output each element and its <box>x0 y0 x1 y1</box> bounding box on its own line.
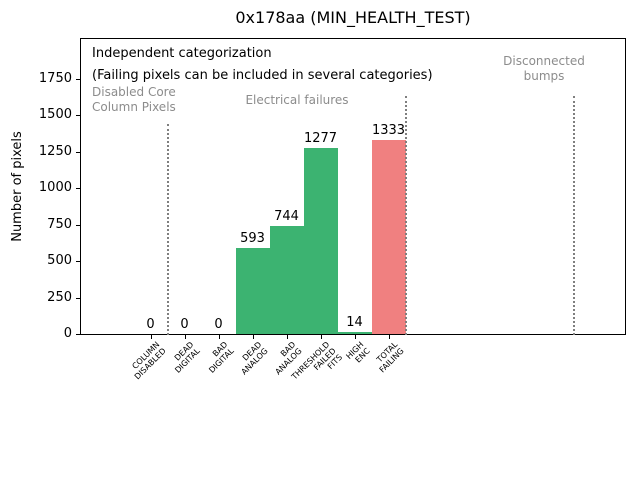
bar <box>235 248 270 334</box>
plot-area: 0 0 0 593 744 1277 14 1333 <box>80 38 626 335</box>
y-tick-mark <box>76 261 80 263</box>
x-tick-mark <box>388 335 390 339</box>
x-tick-mark <box>150 335 152 339</box>
chart-title: 0x178aa (MIN_HEALTH_TEST) <box>235 8 471 27</box>
x-tick-label: TOTAL FAILING <box>374 340 406 375</box>
x-tick-mark <box>184 335 186 339</box>
bar-value-label: 0 <box>146 317 155 332</box>
x-tick-mark <box>252 335 254 339</box>
x-tick-label: DEAD ANALOG <box>239 340 270 377</box>
region-separator-line <box>166 123 169 335</box>
region-separator-line <box>572 95 575 335</box>
bar-value-label: 14 <box>346 314 363 330</box>
annotation-independent-categorization: Independent categorization <box>92 46 272 61</box>
bar <box>371 140 406 334</box>
y-tick-mark <box>76 334 80 335</box>
y-tick-label: 0 <box>63 326 72 341</box>
x-tick-mark <box>320 335 322 339</box>
annotation-region-electrical-failures: Electrical failures <box>245 93 349 107</box>
bar-value-label: 593 <box>240 230 265 246</box>
y-tick-label: 500 <box>47 253 72 269</box>
y-tick-label: 250 <box>47 289 72 305</box>
bar-value-label: 0 <box>180 317 189 332</box>
bar-value-label: 1277 <box>303 130 338 146</box>
y-tick-label: 1000 <box>38 180 72 196</box>
y-tick-mark <box>76 115 80 117</box>
x-tick-mark <box>354 335 356 339</box>
x-tick-label: DEAD DIGITAL <box>172 340 202 375</box>
x-tick-label: HIGH ENC <box>343 340 372 365</box>
region-separator-line <box>404 95 407 335</box>
x-tick-mark <box>218 335 220 339</box>
bar <box>269 226 304 334</box>
x-tick-mark <box>286 335 288 339</box>
bar <box>303 148 338 334</box>
y-tick-label: 1500 <box>38 107 72 123</box>
bar-value-label: 1333 <box>371 122 406 138</box>
annotation-categorization-note: (Failing pixels can be included in sever… <box>92 68 433 83</box>
y-tick-mark <box>76 78 80 80</box>
y-tick-mark <box>76 224 80 226</box>
y-tick-label: 1250 <box>38 143 72 159</box>
annotation-region-disabled-core-column: Disabled Core Column Pixels <box>92 85 176 114</box>
y-tick-label: 1750 <box>38 70 72 86</box>
y-tick-mark <box>76 188 80 190</box>
bar <box>337 332 372 334</box>
x-tick-label: BAD DIGITAL <box>206 340 236 375</box>
annotation-region-disconnected-bumps: Disconnected bumps <box>503 54 585 83</box>
bar-value-label: 744 <box>274 208 299 224</box>
bar-value-label: 0 <box>214 317 223 332</box>
y-tick-label: 750 <box>47 216 72 232</box>
y-tick-mark <box>76 151 80 153</box>
y-tick-mark <box>76 297 80 299</box>
x-tick-label: COLUMN DISABLED <box>129 340 168 382</box>
